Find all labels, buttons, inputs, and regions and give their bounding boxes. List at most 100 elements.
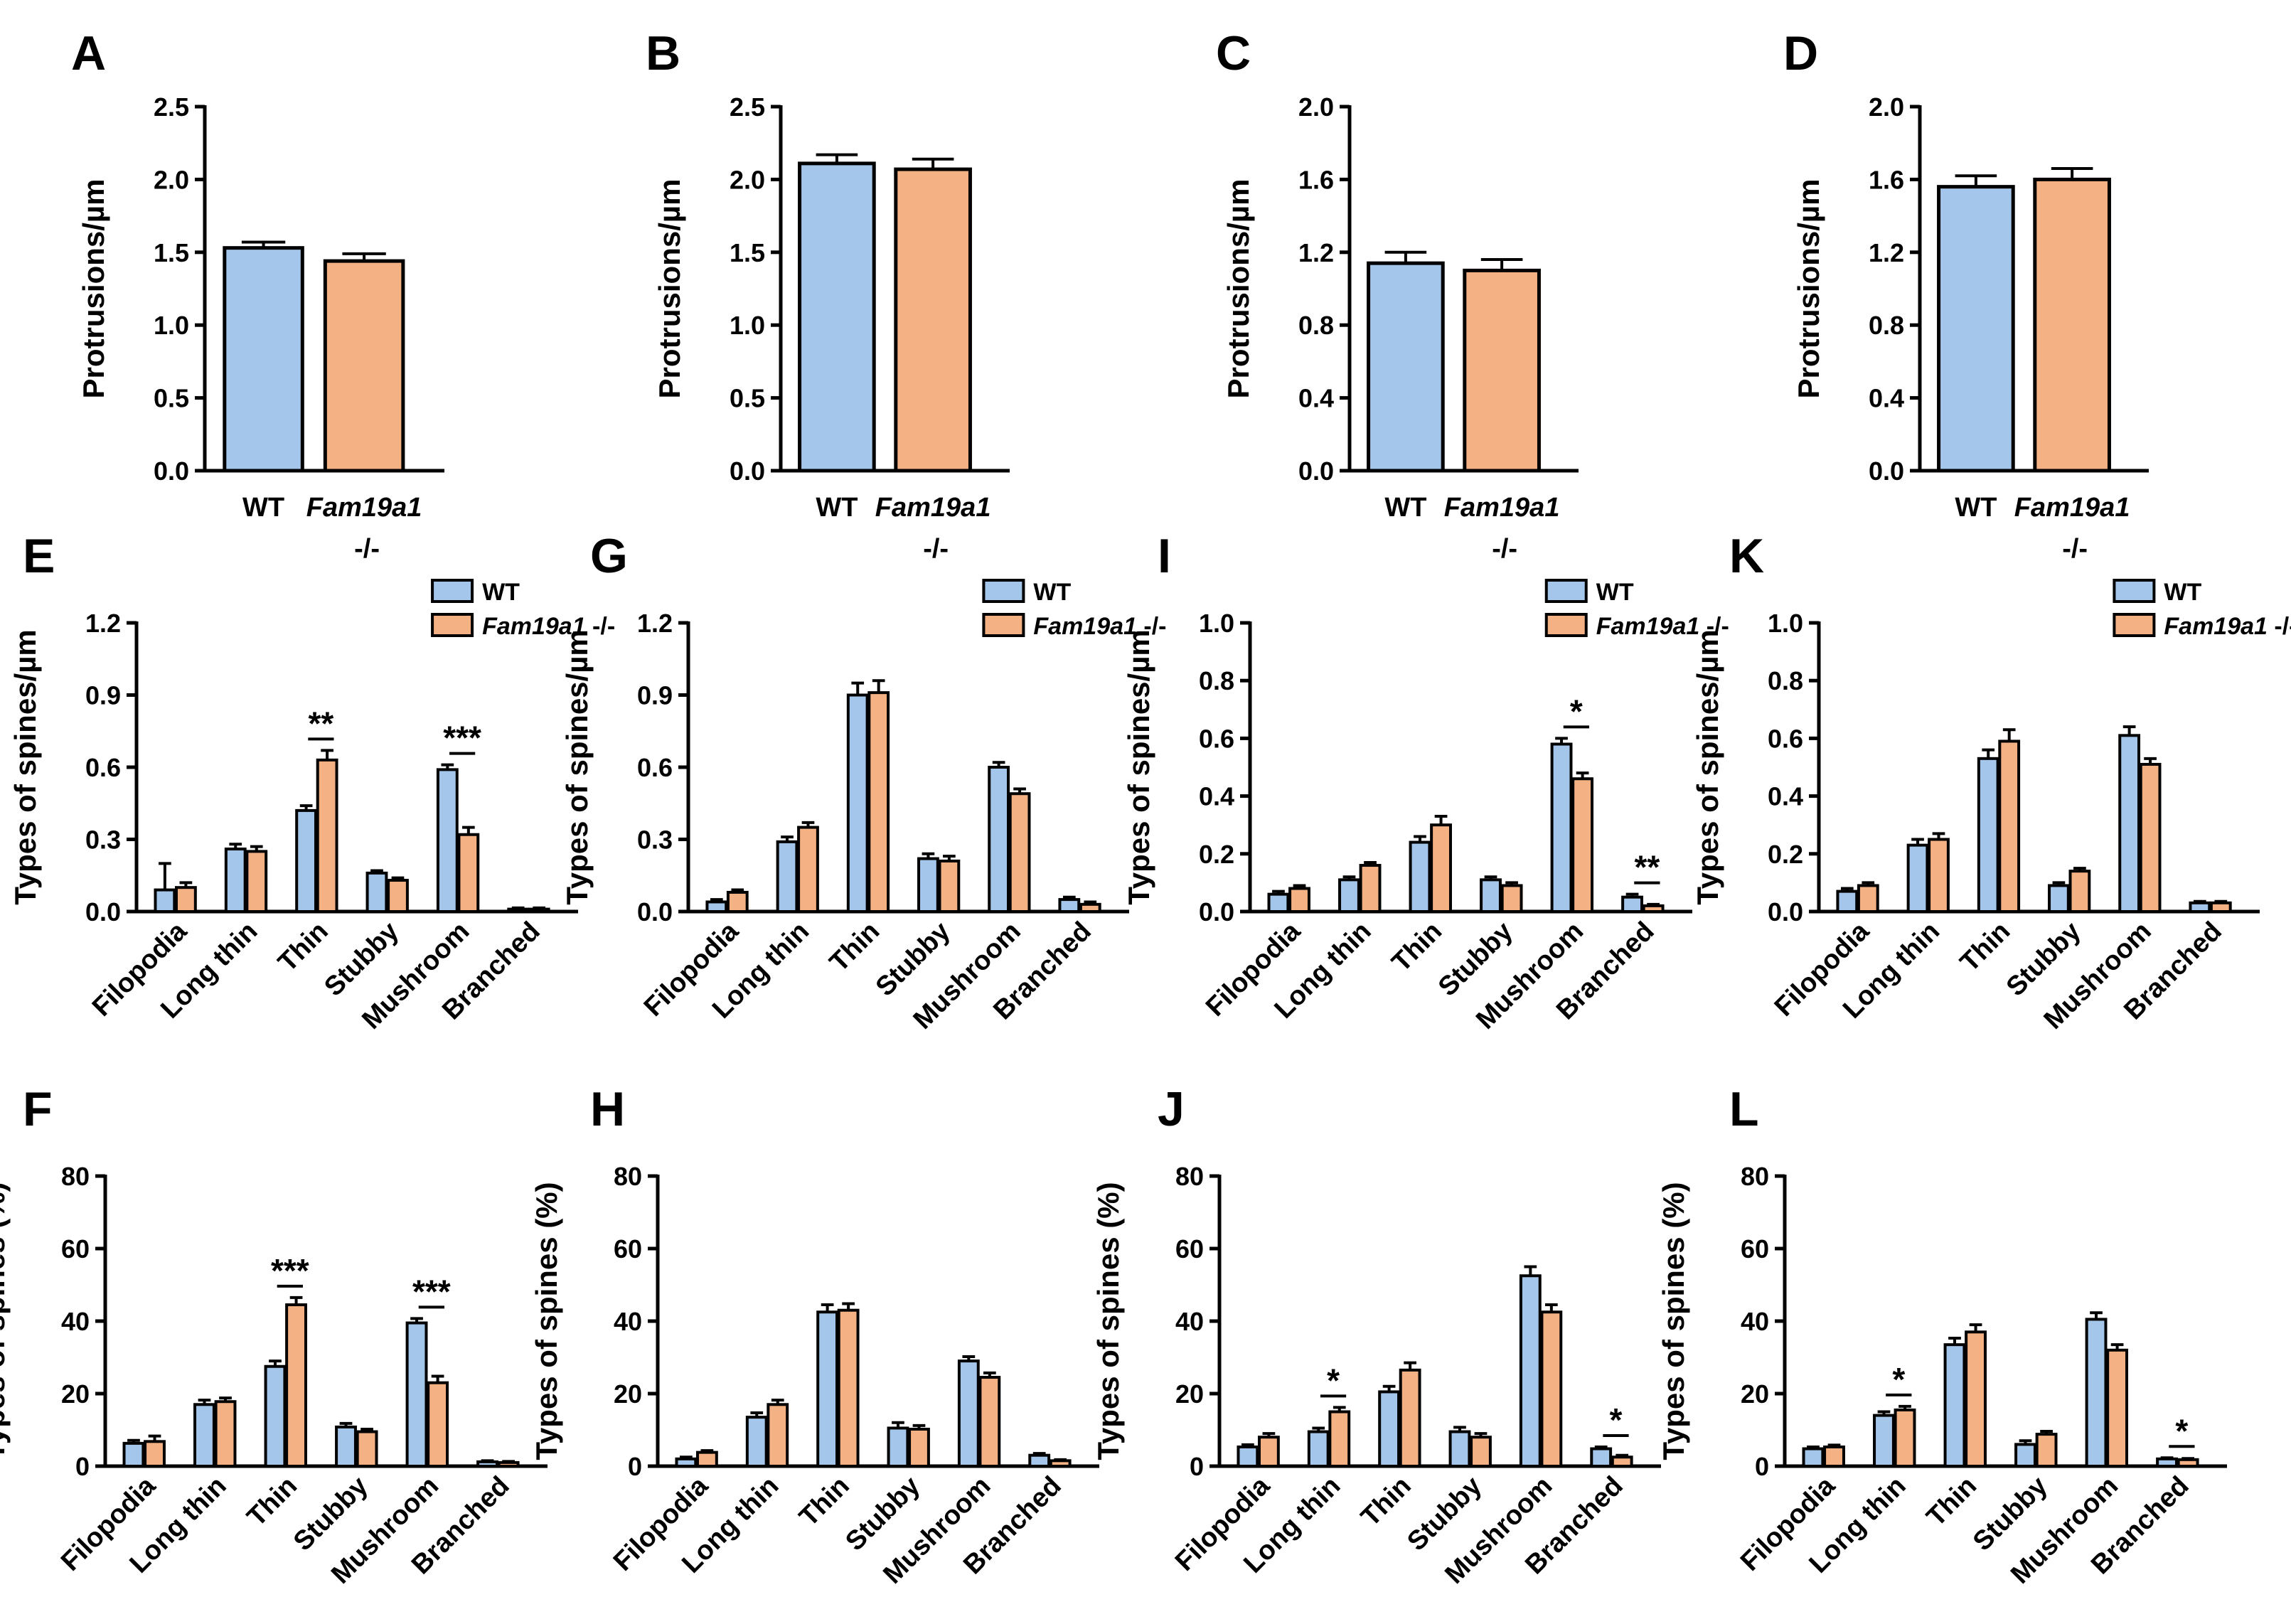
panel-label: L [1729,1082,1759,1136]
y-tick-label: 0.4 [1199,782,1234,811]
bar [1008,792,1031,914]
y-tick-label: 60 [1175,1234,1204,1264]
y-tick-label: 0.6 [1199,724,1234,753]
bar [1399,1368,1421,1468]
bar [122,1441,145,1468]
bar [1079,902,1101,913]
bar [1977,757,1999,913]
bar [1500,884,1523,913]
bar [387,879,409,914]
legend-swatch-ko [982,613,1025,637]
bar [1540,1310,1563,1468]
x-tick-label: Thin [1921,1471,1982,1532]
bar [1430,823,1452,913]
y-tick-label: 1.2 [637,609,673,638]
legend-swatch-wt [431,579,474,603]
bar [887,1426,909,1468]
bar [1571,777,1594,913]
bar [497,1460,520,1468]
bar [528,907,550,914]
bar [798,161,876,473]
panel-label: C [1216,26,1251,80]
y-tick-label: 0.6 [1768,724,1803,753]
y-tick-label: 1.2 [1869,238,1904,267]
x-tick-label: WT [1384,493,1426,523]
bar [1965,1330,1987,1468]
y-tick-label: 2.5 [154,92,189,122]
y-axis-label: Types of spines (%) [530,1182,563,1460]
legend-label-ko: Fam19a1 -/- [2164,613,2291,640]
y-tick-label: 0.0 [154,456,189,486]
bar [193,1403,215,1468]
bar [2177,1458,2199,1468]
bar [144,1440,166,1468]
y-tick-label: 0.3 [85,826,121,855]
x-tick-label: Fam19a1 [2014,493,2130,523]
bar [1928,838,1950,913]
legend-label-wt: WT [1596,579,1634,606]
x-tick-sublabel: -/- [1492,534,1517,564]
legend-swatch-ko [1544,613,1588,637]
y-tick-label: 0.8 [1298,311,1334,340]
y-tick-label: 20 [1741,1379,1769,1409]
y-axis-label: Types of spines/µm [1691,629,1724,905]
bar [2068,870,2091,914]
bar [223,246,304,473]
y-tick-label: 0.4 [1298,384,1334,413]
bar [2106,1348,2129,1468]
bar [1998,739,2021,913]
bar [476,1460,498,1468]
y-tick-label: 2.0 [730,165,765,194]
y-axis-label: Types of spines (%) [1091,1182,1125,1460]
x-tick-label: Fam19a1 [1444,493,1560,523]
legend-label-wt: WT [1033,579,1071,606]
x-tick-label: WT [816,493,858,523]
y-tick-label: 40 [61,1307,90,1336]
y-tick-label: 0 [628,1452,642,1481]
legend-label-ko: Fam19a1 -/- [482,613,615,640]
significance-marker: *** [271,1252,309,1289]
bar [1906,843,1929,913]
legend: WT Fam19a1 -/- [1544,579,1729,640]
y-tick-label: 0.0 [1298,456,1334,486]
y-axis-label: Protrusions/µm [77,179,110,399]
y-tick-label: 20 [614,1379,642,1409]
bar [776,840,799,913]
x-tick-sublabel: -/- [354,534,380,564]
bar [457,833,480,913]
panel-label: J [1158,1082,1185,1136]
bar [356,1430,378,1468]
panel-a: 0.0 0.5 1.0 1.5 2.0 2.5 Protrusions/µm WT Fam19a… [77,92,444,564]
panel-label: H [590,1082,625,1136]
legend-swatch-wt [982,579,1025,603]
bar [1378,1390,1401,1468]
y-tick-label: 2.0 [1869,92,1904,122]
bar [797,826,819,914]
bar [285,1303,307,1468]
x-tick-label: Thin [794,1471,855,1532]
significance-marker: * [2175,1412,2188,1449]
bar [1338,878,1360,913]
y-tick-label: 0.8 [1199,666,1234,695]
panel-label: I [1158,529,1171,583]
y-axis-label: Protrusions/µm [1792,179,1825,399]
y-tick-label: 1.5 [730,238,765,267]
bar [2139,762,2162,913]
bar [2209,901,2232,913]
bar [1058,898,1081,914]
bar [908,1427,930,1468]
y-axis-label: Types of spines (%) [0,1182,11,1460]
bar [1028,1453,1051,1468]
x-tick-label: Thin [1955,917,2016,978]
bar [214,1400,237,1468]
bar [2156,1457,2178,1468]
bar [154,888,176,914]
y-tick-label: 0.8 [1869,311,1904,340]
